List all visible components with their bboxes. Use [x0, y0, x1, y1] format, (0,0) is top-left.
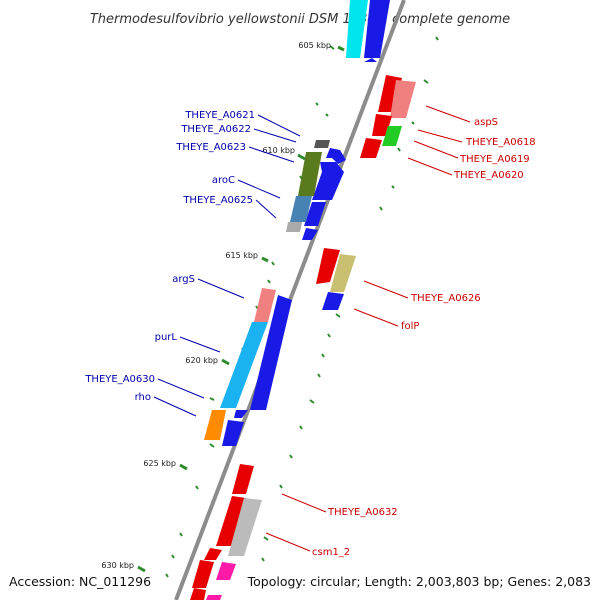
gene-blue-top-a[interactable] — [364, 0, 390, 58]
gene-cyan-top[interactable] — [346, 0, 368, 58]
gene-salmon[interactable] — [390, 80, 416, 118]
gene-red-4[interactable] — [316, 248, 340, 284]
gene-red-7[interactable] — [204, 548, 222, 560]
gene-blue-4[interactable] — [302, 228, 318, 240]
gene-steelblue[interactable] — [290, 196, 312, 222]
tick-label: 625 kbp — [143, 459, 176, 468]
tick-label: 630 kbp — [101, 561, 134, 570]
tick-label: 615 kbp — [225, 251, 258, 260]
gene-silver-2[interactable] — [228, 498, 262, 556]
gene-label-plus[interactable]: THEYE_A0626 — [410, 293, 481, 304]
gene-label-minus[interactable]: THEYE_A0623 — [175, 142, 246, 153]
gene-olive[interactable] — [298, 152, 322, 196]
gene-label-minus[interactable]: THEYE_A0621 — [184, 110, 255, 121]
gene-label-plus[interactable]: THEYE_A0620 — [453, 170, 524, 181]
gene-label-minus[interactable]: THEYE_A0630 — [84, 374, 155, 385]
minus-label-connectors — [153, 114, 301, 417]
gene-red-8[interactable] — [192, 560, 214, 588]
plus-label-connectors — [265, 105, 471, 552]
gene-label-plus[interactable]: folP — [401, 321, 419, 332]
gene-khaki[interactable] — [330, 254, 356, 292]
gene-red-5[interactable] — [232, 464, 254, 494]
gene-label-plus[interactable]: THEYE_A0632 — [327, 507, 398, 518]
gene-purL-cyan[interactable] — [220, 322, 268, 408]
gene-blue-2[interactable] — [312, 162, 344, 200]
gene-magenta[interactable] — [216, 562, 236, 580]
tick-label: 610 kbp — [262, 146, 295, 155]
tick-mark-615 — [261, 256, 269, 263]
gene-label-minus[interactable]: THEYE_A0622 — [180, 124, 251, 135]
gene-label-plus[interactable]: THEYE_A0619 — [459, 154, 530, 165]
gene-pink-bottom[interactable] — [206, 595, 222, 600]
gene-blue-6[interactable] — [222, 420, 244, 446]
gene-label-plus[interactable]: aspS — [474, 117, 498, 128]
scale-ticks — [137, 45, 345, 573]
tick-mark-625 — [179, 463, 188, 471]
gene-label-minus[interactable]: rho — [135, 392, 151, 403]
gene-label-plus[interactable]: csm1_2 — [312, 547, 350, 558]
tick-mark-620 — [221, 358, 230, 366]
gene-red-3[interactable] — [360, 138, 382, 158]
tick-mark-630 — [137, 565, 146, 573]
gene-orange[interactable] — [204, 410, 226, 440]
tick-label: 620 kbp — [185, 356, 218, 365]
gene-label-minus[interactable]: THEYE_A0625 — [182, 195, 253, 206]
gene-red-6[interactable] — [216, 496, 246, 546]
map-title: Thermodesulfovibrio yellowstonii DSM 113… — [90, 12, 510, 27]
gene-label-minus[interactable]: aroC — [212, 175, 235, 186]
gene-pink[interactable] — [254, 288, 276, 322]
gene-blue-1[interactable] — [326, 148, 346, 164]
gene-argS-blue[interactable] — [250, 295, 292, 410]
gene-label-minus[interactable]: purL — [155, 332, 178, 343]
gene-blue-3[interactable] — [304, 202, 326, 226]
gene-blue-folP[interactable] — [322, 292, 344, 310]
tick-label: 605 kbp — [298, 41, 331, 50]
tick-mark-605 — [337, 45, 345, 52]
tick-mark-610 — [297, 153, 306, 161]
gene-gray-small[interactable] — [314, 140, 330, 148]
gene-label-minus[interactable]: argS — [172, 274, 195, 285]
accession-text: Accession: NC_011296 — [9, 574, 152, 589]
gene-red-9[interactable] — [190, 588, 206, 600]
topology-text: Topology: circular; Length: 2,003,803 bp… — [247, 574, 591, 589]
gene-blue-top-b[interactable] — [364, 58, 377, 62]
gene-label-plus[interactable]: THEYE_A0618 — [465, 137, 536, 148]
minus-strand-genes — [204, 0, 390, 600]
gene-blue-5[interactable] — [234, 410, 248, 418]
gene-green[interactable] — [382, 126, 402, 146]
gene-silver[interactable] — [286, 222, 302, 232]
plus-strand-genes — [190, 75, 416, 600]
